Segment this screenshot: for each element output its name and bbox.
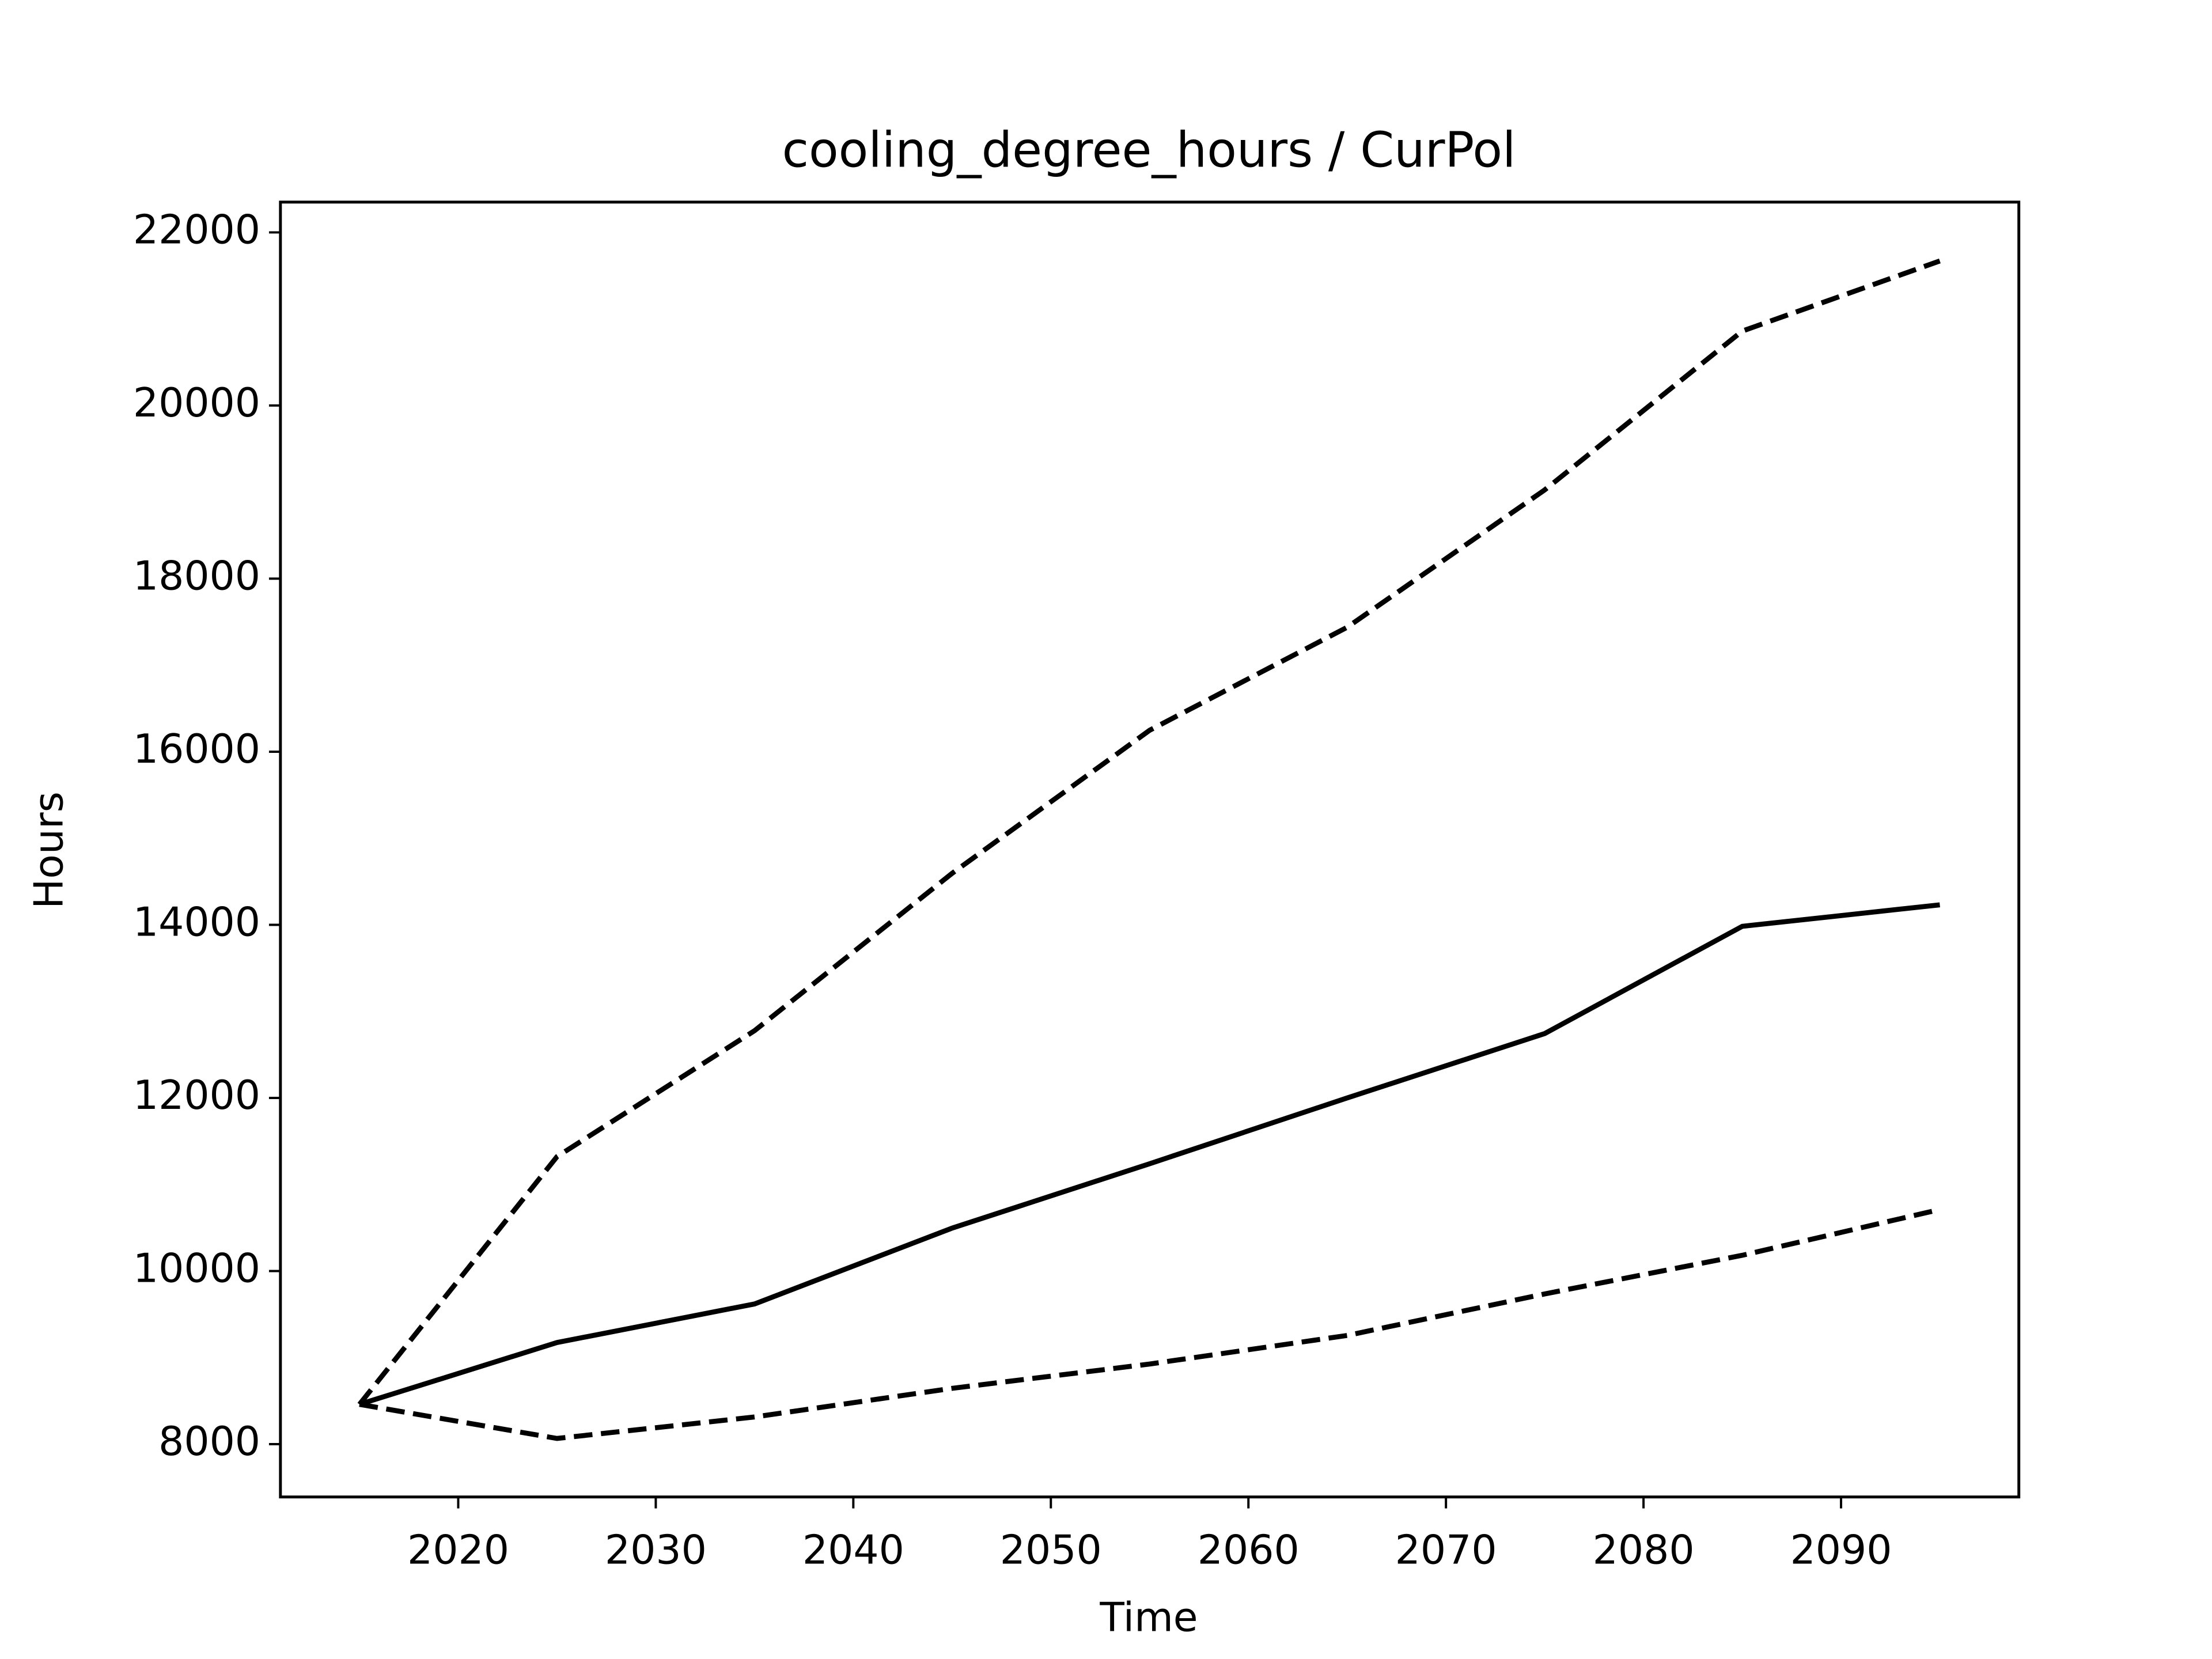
x-tick-label: 2070 [1395, 1527, 1497, 1574]
y-tick-label: 22000 [133, 206, 260, 253]
y-tick-label: 18000 [133, 553, 260, 600]
x-tick-label: 2060 [1198, 1527, 1300, 1574]
line-series [358, 902, 1940, 1407]
y-tick-label: 12000 [133, 1072, 260, 1119]
y-tick-label: 8000 [158, 1418, 260, 1465]
x-tick-label: 2040 [802, 1527, 904, 1574]
y-tick-label: 14000 [133, 899, 260, 946]
x-axis-label: Time [1099, 1594, 1198, 1641]
chart-title: cooling_degree_hours / CurPol [782, 122, 1516, 178]
y-tick-label: 10000 [133, 1245, 260, 1292]
x-tick-label: 2020 [407, 1527, 509, 1574]
y-axis-label: Hours [25, 791, 72, 909]
x-tick-label: 2080 [1593, 1527, 1695, 1574]
x-tick-label: 2090 [1790, 1527, 1892, 1574]
y-tick-label: 16000 [133, 726, 260, 772]
y-tick-label: 20000 [133, 380, 260, 426]
x-tick-label: 2050 [1000, 1527, 1102, 1574]
line-series [357, 258, 1941, 1406]
line-series [359, 1207, 1941, 1441]
x-tick-label: 2030 [605, 1527, 707, 1574]
plot-frame [279, 200, 2021, 1499]
